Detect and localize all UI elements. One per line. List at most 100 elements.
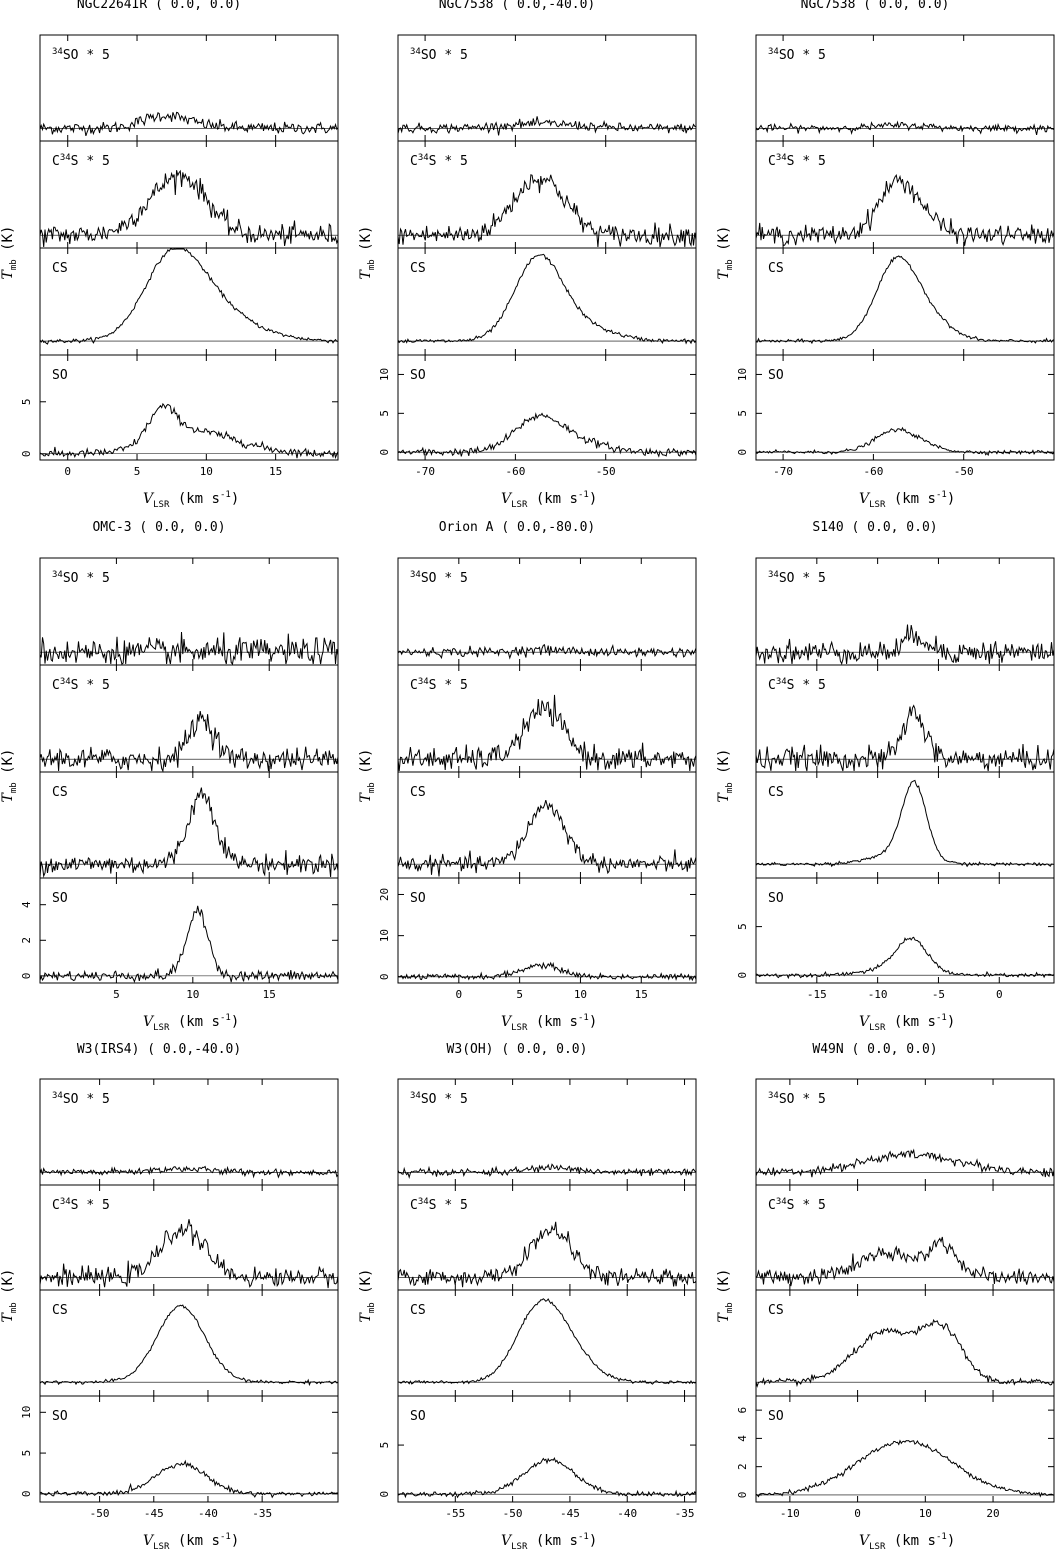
x-tick-label: -50: [954, 465, 974, 478]
x-tick-label: -55: [445, 1507, 465, 1520]
x-axis-title: VLSR (km s-1): [859, 1013, 955, 1033]
subplot-frame: [39, 247, 339, 356]
y-tick-label: 5: [736, 923, 749, 930]
y-tick-label: 10: [736, 368, 749, 381]
subplot-frame: [397, 247, 697, 356]
molecule-label: 34SO * 5: [768, 570, 826, 586]
series-34so-box: 34SO * 5: [755, 34, 1055, 142]
panel-title: S140 ( 0.0, 0.0): [812, 520, 937, 535]
y-axis-title: Tmb (K): [716, 749, 735, 803]
series-so-box: 0 5 10 SO: [20, 1395, 339, 1503]
subplot-frame: [397, 354, 697, 461]
y-tick-label: 0: [736, 972, 749, 979]
spectrum-line: [39, 1165, 339, 1179]
x-axis-title: VLSR (km s-1): [501, 1013, 597, 1033]
spectrum-panel: Orion A ( 0.0,-80.0) 34SO * 5 C34S * 5 CS 0 1…: [358, 520, 697, 1033]
molecule-label: 34SO * 5: [410, 1091, 468, 1107]
molecule-label: CS: [768, 785, 784, 800]
x-tick-label: -50: [503, 1507, 523, 1520]
y-axis-title: Tmb (K): [0, 749, 19, 803]
panel-title: NGC7538 ( 0.0, 0.0): [801, 0, 950, 12]
y-tick-label: 0: [736, 1492, 749, 1499]
x-tick-label: -60: [863, 465, 883, 478]
spectrum-line: [397, 1221, 697, 1288]
spectrum-line: [755, 426, 1055, 457]
y-tick-label: 10: [20, 1406, 33, 1419]
x-tick-label: -70: [415, 465, 435, 478]
molecule-label: C34S * 5: [52, 677, 110, 693]
x-tick-label: 0: [456, 988, 463, 1001]
spectrum-line: [39, 169, 339, 248]
series-so-box: 0 2 4 6 SO: [736, 1395, 1055, 1503]
spectrum-panel: NGC7538 ( 0.0,-40.0) 34SO * 5 C34S * 5 CS 0 5…: [358, 0, 697, 510]
spectrum-line: [39, 402, 339, 460]
spectrum-line: [755, 120, 1055, 136]
series-c34s-box: C34S * 5: [39, 140, 339, 249]
x-axis-title: VLSR (km s-1): [501, 1532, 597, 1552]
spectrum-line: [755, 1236, 1055, 1287]
spectrum-line: [39, 787, 339, 878]
y-tick-label: 0: [378, 1491, 391, 1498]
series-c34s-box: C34S * 5: [397, 140, 697, 249]
spectrum-panel: NGC7538 ( 0.0, 0.0) 34SO * 5 C34S * 5 CS 0 5 1…: [716, 0, 1055, 510]
panel-title: W49N ( 0.0, 0.0): [812, 1042, 937, 1057]
spectrum-line: [39, 1304, 339, 1387]
series-34so-box: 34SO * 5: [397, 1078, 697, 1186]
molecule-label: SO: [410, 368, 426, 383]
series-c34s-box: C34S * 5: [755, 1184, 1055, 1291]
spectrum-line: [755, 624, 1055, 665]
molecule-label: C34S * 5: [410, 677, 468, 693]
y-axis-title: Tmb (K): [358, 226, 377, 280]
series-cs-box: CS: [755, 771, 1055, 879]
subplot-frame: [39, 1395, 339, 1503]
spectrum-line: [397, 1298, 697, 1385]
spectrum-panel: NGC2264IR ( 0.0, 0.0) 34SO * 5 C34S * 5 CS 0…: [0, 0, 339, 510]
spectrum-line: [755, 936, 1055, 980]
series-so-box: 0 2 4 SO: [20, 877, 339, 984]
series-cs-box: CS: [39, 247, 339, 356]
y-tick-label: 0: [20, 450, 33, 457]
spectrum-line: [39, 1219, 339, 1289]
molecule-label: SO: [52, 1409, 68, 1424]
panel-title: NGC7538 ( 0.0,-40.0): [439, 0, 596, 12]
series-so-box: 0 5 SO: [378, 1395, 697, 1503]
x-tick-label: 10: [200, 465, 213, 478]
molecule-label: SO: [410, 891, 426, 906]
subplot-frame: [39, 354, 339, 461]
series-34so-box: 34SO * 5: [397, 557, 697, 666]
molecule-label: 34SO * 5: [52, 570, 110, 586]
y-axis-title: Tmb (K): [716, 226, 735, 280]
series-so-box: 0 10 20 SO: [378, 877, 697, 984]
y-tick-label: 0: [20, 1491, 33, 1498]
x-tick-label: -35: [675, 1507, 695, 1520]
series-c34s-box: C34S * 5: [397, 1184, 697, 1291]
y-tick-label: 4: [736, 1435, 749, 1442]
molecule-label: CS: [52, 1303, 68, 1318]
spectrum-panel: S140 ( 0.0, 0.0) 34SO * 5 C34S * 5 CS 0 5 SO -1…: [716, 520, 1055, 1033]
molecule-label: CS: [768, 261, 784, 276]
x-tick-label: 10: [186, 988, 199, 1001]
x-tick-label: 5: [516, 988, 523, 1001]
x-tick-label: -45: [144, 1507, 164, 1520]
subplot-frame: [39, 877, 339, 984]
x-tick-label: 20: [986, 1507, 999, 1520]
subplot-frame: [755, 247, 1055, 356]
series-cs-box: CS: [755, 1289, 1055, 1397]
x-axis-title: VLSR (km s-1): [143, 1532, 239, 1552]
x-tick-label: -40: [617, 1507, 637, 1520]
molecule-label: 34SO * 5: [52, 47, 110, 63]
panel-title: Orion A ( 0.0,-80.0): [439, 520, 596, 535]
spectrum-line: [397, 961, 697, 982]
molecule-label: SO: [768, 368, 784, 383]
spectrum-line: [39, 711, 339, 773]
spectrum-line: [397, 253, 697, 345]
y-axis-title: Tmb (K): [358, 749, 377, 803]
molecule-label: C34S * 5: [768, 153, 826, 169]
series-cs-box: CS: [39, 1289, 339, 1397]
y-tick-label: 10: [378, 929, 391, 942]
x-axis-title: VLSR (km s-1): [859, 490, 955, 510]
spectrum-line: [755, 174, 1055, 247]
spectrum-line: [397, 644, 697, 660]
spectrum-line: [755, 1148, 1055, 1178]
x-tick-label: 15: [269, 465, 282, 478]
